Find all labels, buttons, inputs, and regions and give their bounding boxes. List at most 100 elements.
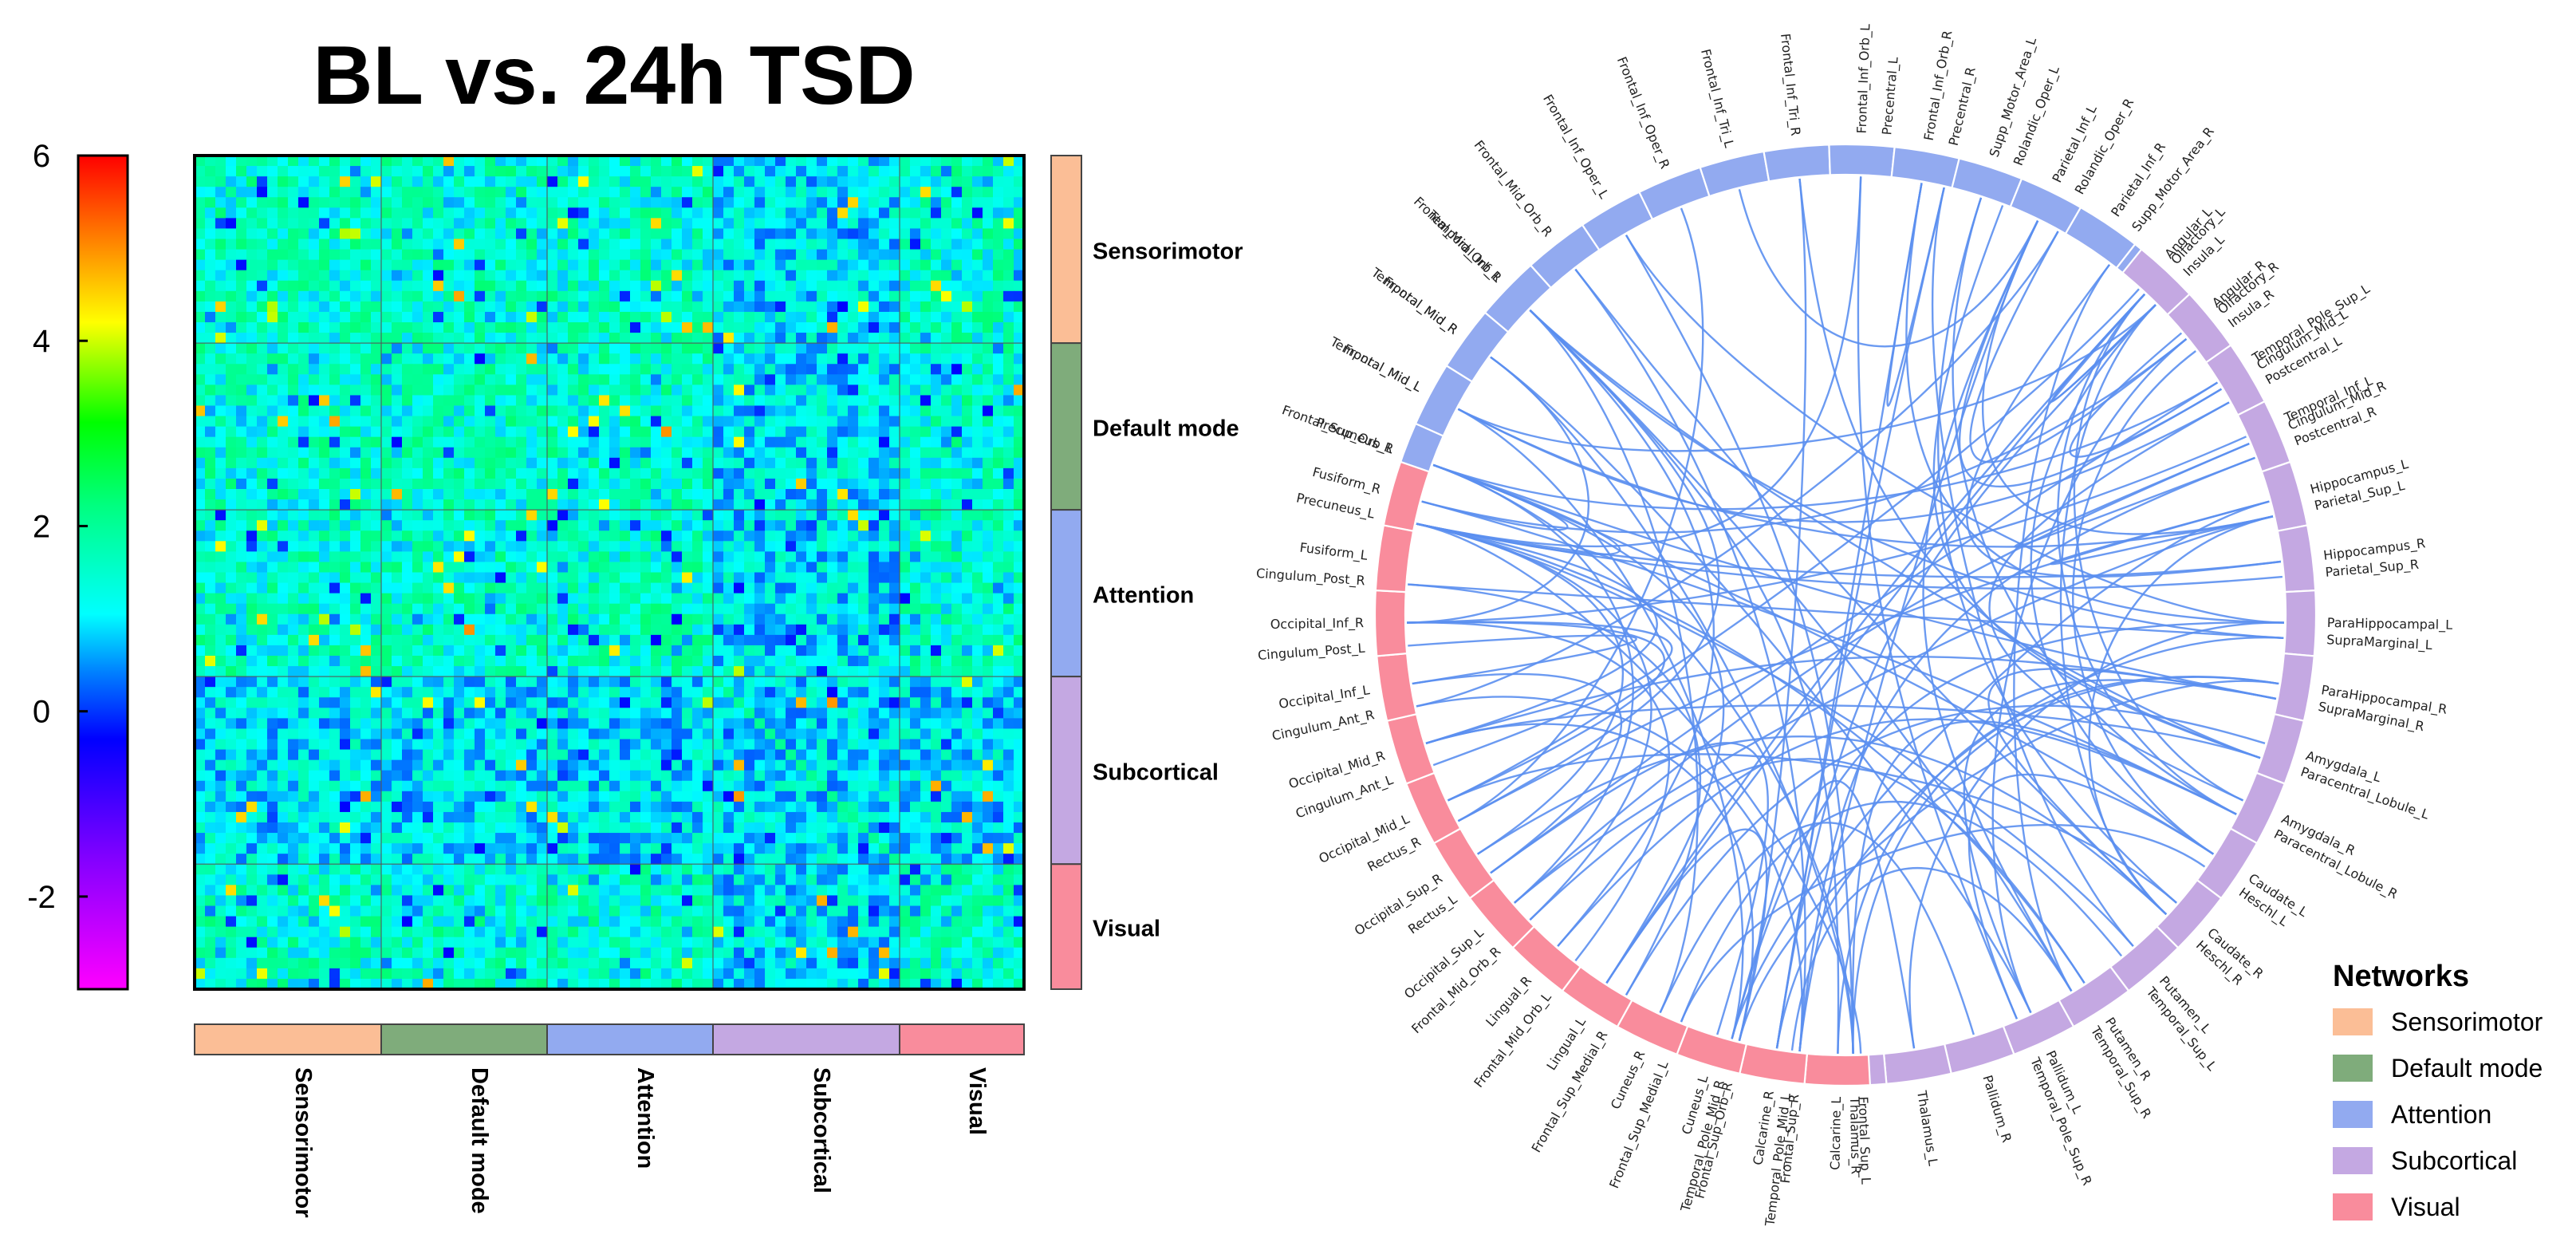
heatmap-cell xyxy=(350,645,361,657)
heatmap-cell xyxy=(734,478,745,490)
heatmap-cell xyxy=(329,499,341,511)
heatmap-cell xyxy=(278,520,289,531)
heatmap-cell xyxy=(381,749,392,761)
heatmap-cell xyxy=(703,791,714,803)
heatmap-cell xyxy=(993,333,1004,344)
heatmap-cell xyxy=(754,603,766,615)
heatmap-cell xyxy=(931,759,942,771)
heatmap-cell xyxy=(278,218,289,230)
heatmap-cell xyxy=(827,739,838,751)
heatmap-cell xyxy=(298,280,309,292)
heatmap-cell xyxy=(900,156,911,167)
heatmap-cell xyxy=(931,426,942,438)
heatmap-cell xyxy=(516,541,527,552)
heatmap-cell xyxy=(537,728,548,740)
heatmap-cell xyxy=(578,197,589,208)
heatmap-cell xyxy=(464,301,475,313)
heatmap-cell xyxy=(972,478,983,490)
heatmap-cell xyxy=(972,572,983,584)
heatmap-cell xyxy=(547,176,558,187)
heatmap-cell xyxy=(443,218,455,230)
heatmap-cell xyxy=(889,489,900,500)
heatmap-cell xyxy=(983,572,994,584)
heatmap-cell xyxy=(412,405,423,417)
heatmap-cell xyxy=(1014,551,1025,563)
heatmap-cell xyxy=(889,207,900,219)
heatmap-cell xyxy=(827,541,838,552)
heatmap-cell xyxy=(775,613,786,625)
heatmap-cell xyxy=(786,270,797,282)
heatmap-cell xyxy=(754,426,766,438)
heatmap-cell xyxy=(454,457,465,469)
heatmap-cell xyxy=(1003,280,1014,292)
heatmap-cell xyxy=(537,187,548,198)
heatmap-cell xyxy=(205,467,216,479)
heatmap-cell xyxy=(464,708,475,719)
heatmap-cell xyxy=(433,426,444,438)
heatmap-cell xyxy=(506,457,517,469)
heatmap-cell xyxy=(433,510,444,521)
heatmap-cell xyxy=(879,687,890,698)
heatmap-cell xyxy=(703,489,714,500)
heatmap-cell xyxy=(786,478,797,490)
heatmap-cell xyxy=(837,343,849,354)
heatmap-cell xyxy=(246,333,258,344)
heatmap-cell xyxy=(713,593,724,605)
heatmap-cell xyxy=(806,624,817,636)
heatmap-cell xyxy=(703,613,714,625)
heatmap-cell xyxy=(360,780,372,792)
heatmap-cell xyxy=(640,551,652,563)
heatmap-cell xyxy=(288,259,299,271)
heatmap-cell xyxy=(412,603,423,615)
heatmap-cell xyxy=(1003,311,1014,323)
heatmap-cell xyxy=(941,447,952,459)
heatmap-cell xyxy=(672,187,683,198)
heatmap-cell xyxy=(754,333,766,344)
heatmap-cell xyxy=(298,353,309,365)
heatmap-cell xyxy=(806,728,817,740)
heatmap-cell xyxy=(589,187,600,198)
heatmap-cell xyxy=(475,593,486,605)
heatmap-cell xyxy=(962,374,973,385)
heatmap-cell xyxy=(599,384,610,396)
heatmap-cell xyxy=(786,228,797,240)
heatmap-cell xyxy=(443,582,455,594)
heatmap-cell xyxy=(869,697,880,708)
heatmap-cell xyxy=(485,405,496,417)
heatmap-cell xyxy=(941,759,952,771)
heatmap-cell xyxy=(381,530,392,542)
heatmap-cell xyxy=(931,613,942,625)
heatmap-cell xyxy=(371,197,382,208)
heatmap-cell xyxy=(402,613,413,625)
heatmap-cell xyxy=(340,290,351,302)
heatmap-cell xyxy=(278,239,289,250)
heatmap-cell xyxy=(226,759,237,771)
heatmap-cell xyxy=(329,166,341,177)
heatmap-cell xyxy=(526,634,538,646)
heatmap-cell xyxy=(278,624,289,636)
heatmap-cell xyxy=(972,530,983,542)
heatmap-cell xyxy=(557,384,569,396)
heatmap-cell xyxy=(236,290,247,302)
heatmap-cell xyxy=(485,239,496,250)
heatmap-cell xyxy=(796,780,807,792)
heatmap-cell xyxy=(578,374,589,385)
heatmap-cell xyxy=(817,301,828,313)
heatmap-cell xyxy=(620,270,631,282)
heatmap-cell xyxy=(941,728,952,740)
heatmap-cell xyxy=(910,551,921,563)
heatmap-cell xyxy=(485,562,496,574)
heatmap-cell xyxy=(900,749,911,761)
heatmap-cell xyxy=(651,739,662,751)
heatmap-cell xyxy=(889,457,900,469)
heatmap-cell xyxy=(983,447,994,459)
heatmap-cell xyxy=(402,301,413,313)
heatmap-cell xyxy=(900,656,911,667)
heatmap-cell xyxy=(495,582,506,594)
heatmap-cell xyxy=(495,656,506,667)
heatmap-cell xyxy=(848,520,859,531)
heatmap-cell xyxy=(557,708,569,719)
heatmap-cell xyxy=(267,384,278,396)
heatmap-cell xyxy=(340,708,351,719)
heatmap-cell xyxy=(205,687,216,698)
